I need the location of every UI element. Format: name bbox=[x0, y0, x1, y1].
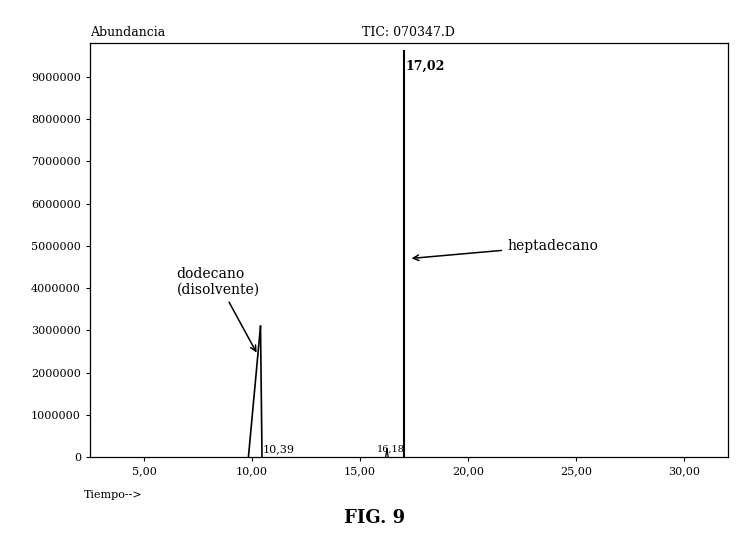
Text: TIC: 070347.D: TIC: 070347.D bbox=[362, 26, 455, 39]
Text: FIG. 9: FIG. 9 bbox=[344, 509, 406, 527]
Text: Abundancia: Abundancia bbox=[90, 26, 165, 39]
Text: 10,39: 10,39 bbox=[262, 444, 295, 454]
Text: Tiempo-->: Tiempo--> bbox=[84, 491, 142, 500]
Text: dodecano
(disolvente): dodecano (disolvente) bbox=[176, 267, 260, 351]
Text: 16,18: 16,18 bbox=[377, 445, 405, 454]
Text: 17,02: 17,02 bbox=[406, 60, 445, 73]
Text: heptadecano: heptadecano bbox=[413, 239, 598, 260]
